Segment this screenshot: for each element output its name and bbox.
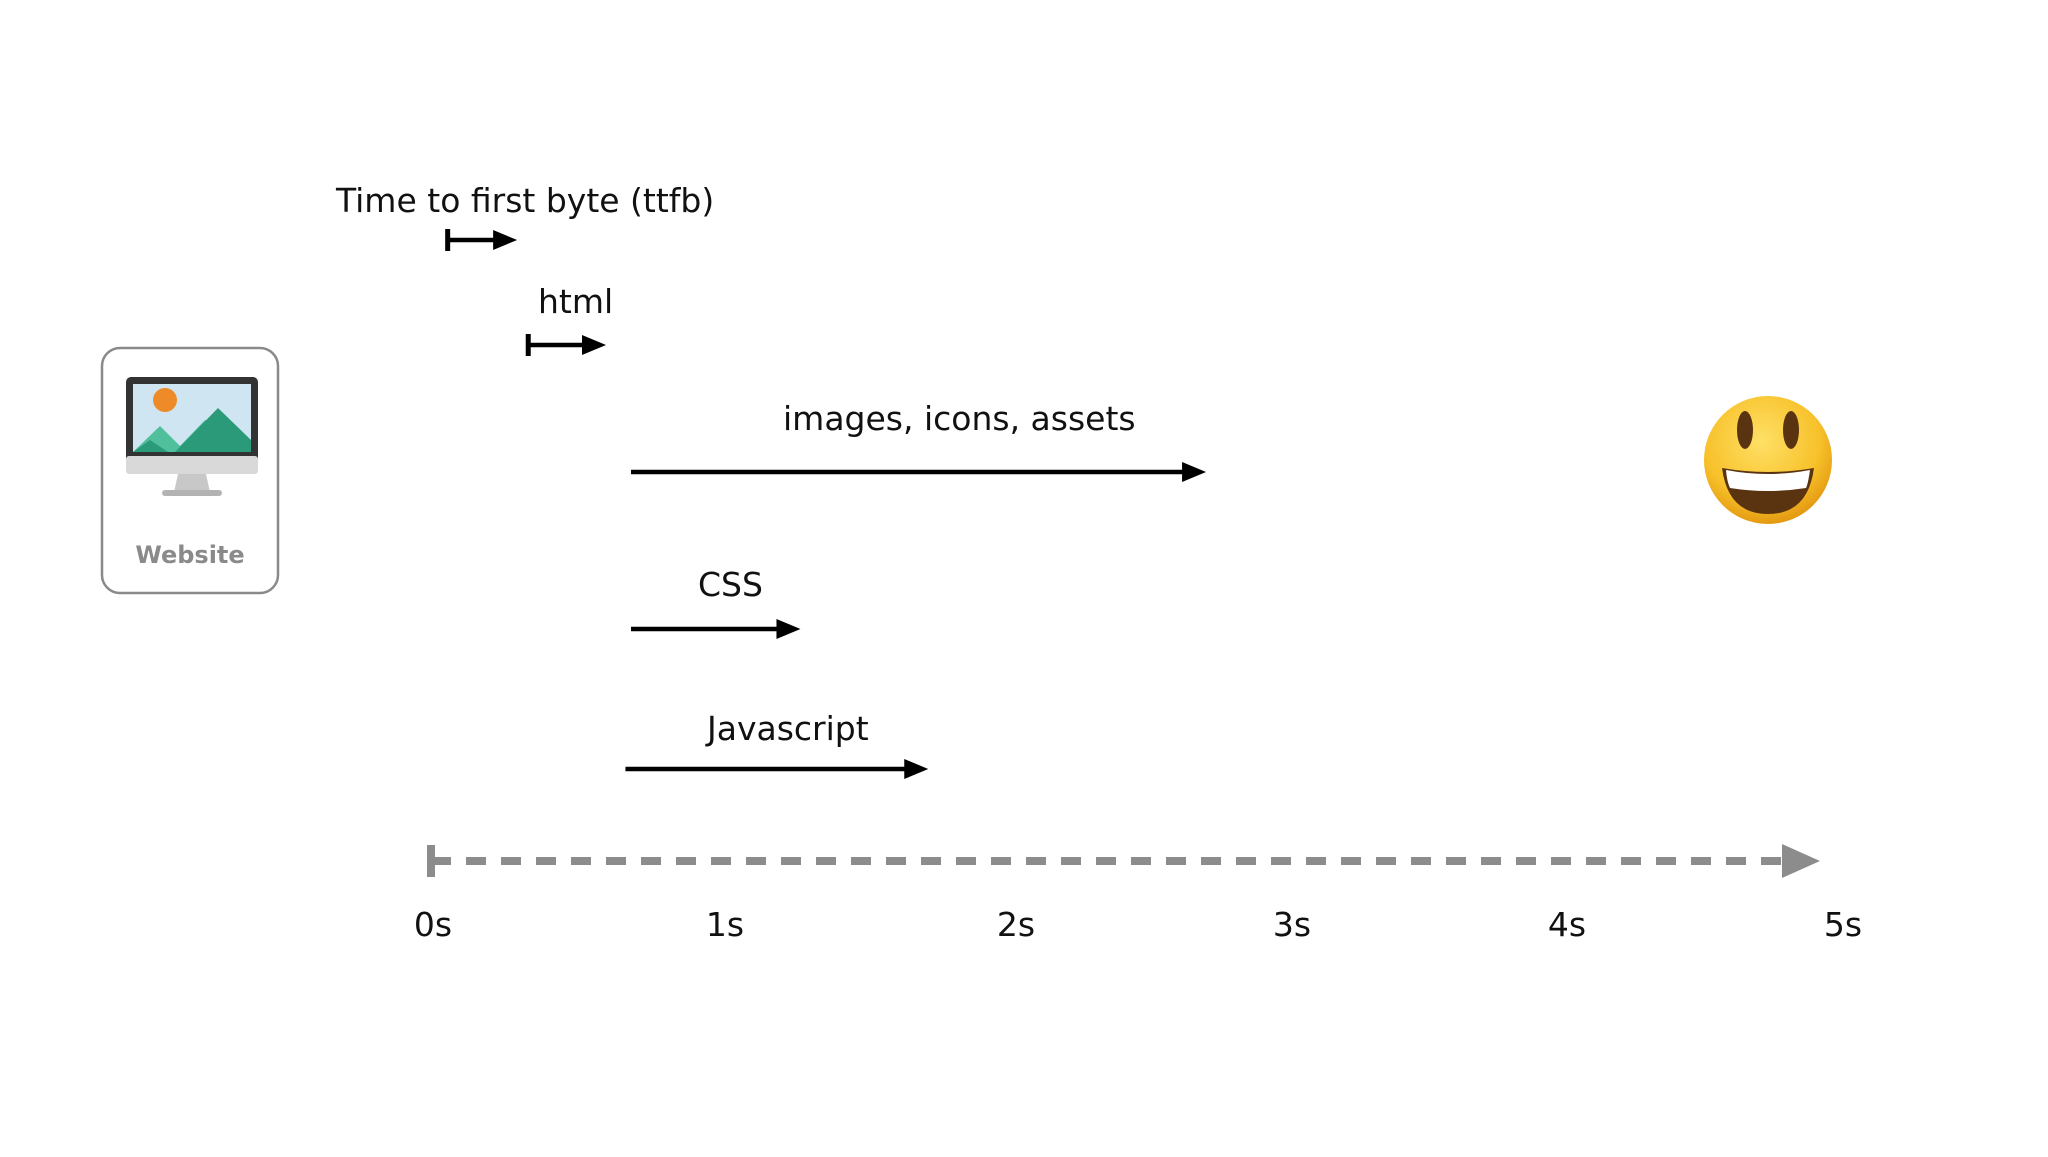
resource-html: html [525,282,613,356]
resource-css: CSS [631,565,801,639]
resource-arrowhead-html [582,335,607,355]
resource-label-javascript: Javascript [705,709,869,748]
resource-arrowhead-css [776,619,801,639]
website-card-label: Website [135,541,244,569]
axis-arrowhead [1782,844,1820,878]
resource-label-images: images, icons, assets [783,399,1136,438]
resource-arrowhead-javascript [904,759,929,779]
desktop-monitor-landscape-icon [126,377,258,496]
axis-tick-label: 5s [1824,905,1862,944]
resource-arrowhead-images [1182,462,1207,482]
resource-label-ttfb: Time to first byte (ttfb) [335,181,714,220]
resource-arrows: Time to first byte (ttfb) html images, ico… [335,181,1207,779]
website-card: Website [100,346,280,595]
axis-tick-label: 2s [997,905,1035,944]
resource-label-html: html [538,282,613,321]
resource-ttfb: Time to first byte (ttfb) [335,181,714,251]
axis-tick-label: 0s [414,905,452,944]
axis-tick-label: 4s [1548,905,1586,944]
grinning-face-icon [1704,396,1832,524]
resource-arrowhead-ttfb [493,230,518,250]
resource-label-css: CSS [698,565,763,604]
timeline-axis: 0s 1s 2s 3s 4s 5s [414,844,1862,944]
resource-javascript: Javascript [625,709,929,779]
axis-tick-label: 1s [706,905,744,944]
axis-tick-label: 3s [1273,905,1311,944]
resource-images: images, icons, assets [631,399,1207,482]
